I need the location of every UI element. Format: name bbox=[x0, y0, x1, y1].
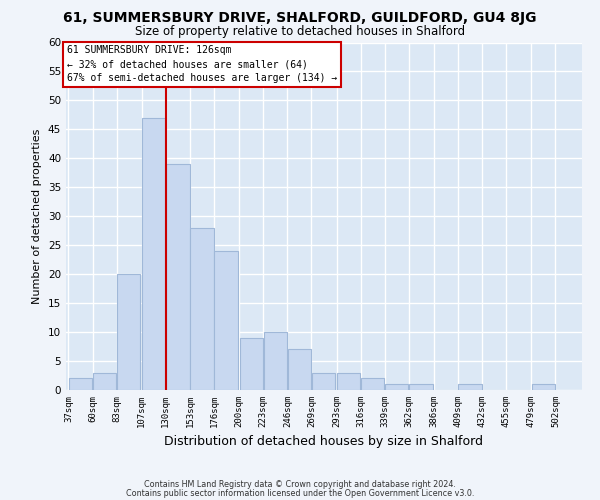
Text: 61, SUMMERSBURY DRIVE, SHALFORD, GUILDFORD, GU4 8JG: 61, SUMMERSBURY DRIVE, SHALFORD, GUILDFO… bbox=[63, 11, 537, 25]
Y-axis label: Number of detached properties: Number of detached properties bbox=[32, 128, 43, 304]
Bar bbox=[263, 332, 287, 390]
Bar bbox=[288, 350, 311, 390]
Bar bbox=[166, 164, 190, 390]
Bar bbox=[385, 384, 409, 390]
Bar bbox=[190, 228, 214, 390]
Bar bbox=[142, 118, 166, 390]
Text: Size of property relative to detached houses in Shalford: Size of property relative to detached ho… bbox=[135, 25, 465, 38]
Bar bbox=[361, 378, 385, 390]
Bar bbox=[337, 372, 360, 390]
Text: Contains HM Land Registry data © Crown copyright and database right 2024.: Contains HM Land Registry data © Crown c… bbox=[144, 480, 456, 489]
Bar bbox=[409, 384, 433, 390]
X-axis label: Distribution of detached houses by size in Shalford: Distribution of detached houses by size … bbox=[164, 436, 484, 448]
Bar bbox=[239, 338, 263, 390]
Bar bbox=[214, 251, 238, 390]
Bar bbox=[117, 274, 140, 390]
Bar bbox=[312, 372, 335, 390]
Bar bbox=[93, 372, 116, 390]
Text: Contains public sector information licensed under the Open Government Licence v3: Contains public sector information licen… bbox=[126, 489, 474, 498]
Text: 61 SUMMERSBURY DRIVE: 126sqm
← 32% of detached houses are smaller (64)
67% of se: 61 SUMMERSBURY DRIVE: 126sqm ← 32% of de… bbox=[67, 46, 337, 84]
Bar bbox=[532, 384, 555, 390]
Bar bbox=[458, 384, 482, 390]
Bar bbox=[69, 378, 92, 390]
